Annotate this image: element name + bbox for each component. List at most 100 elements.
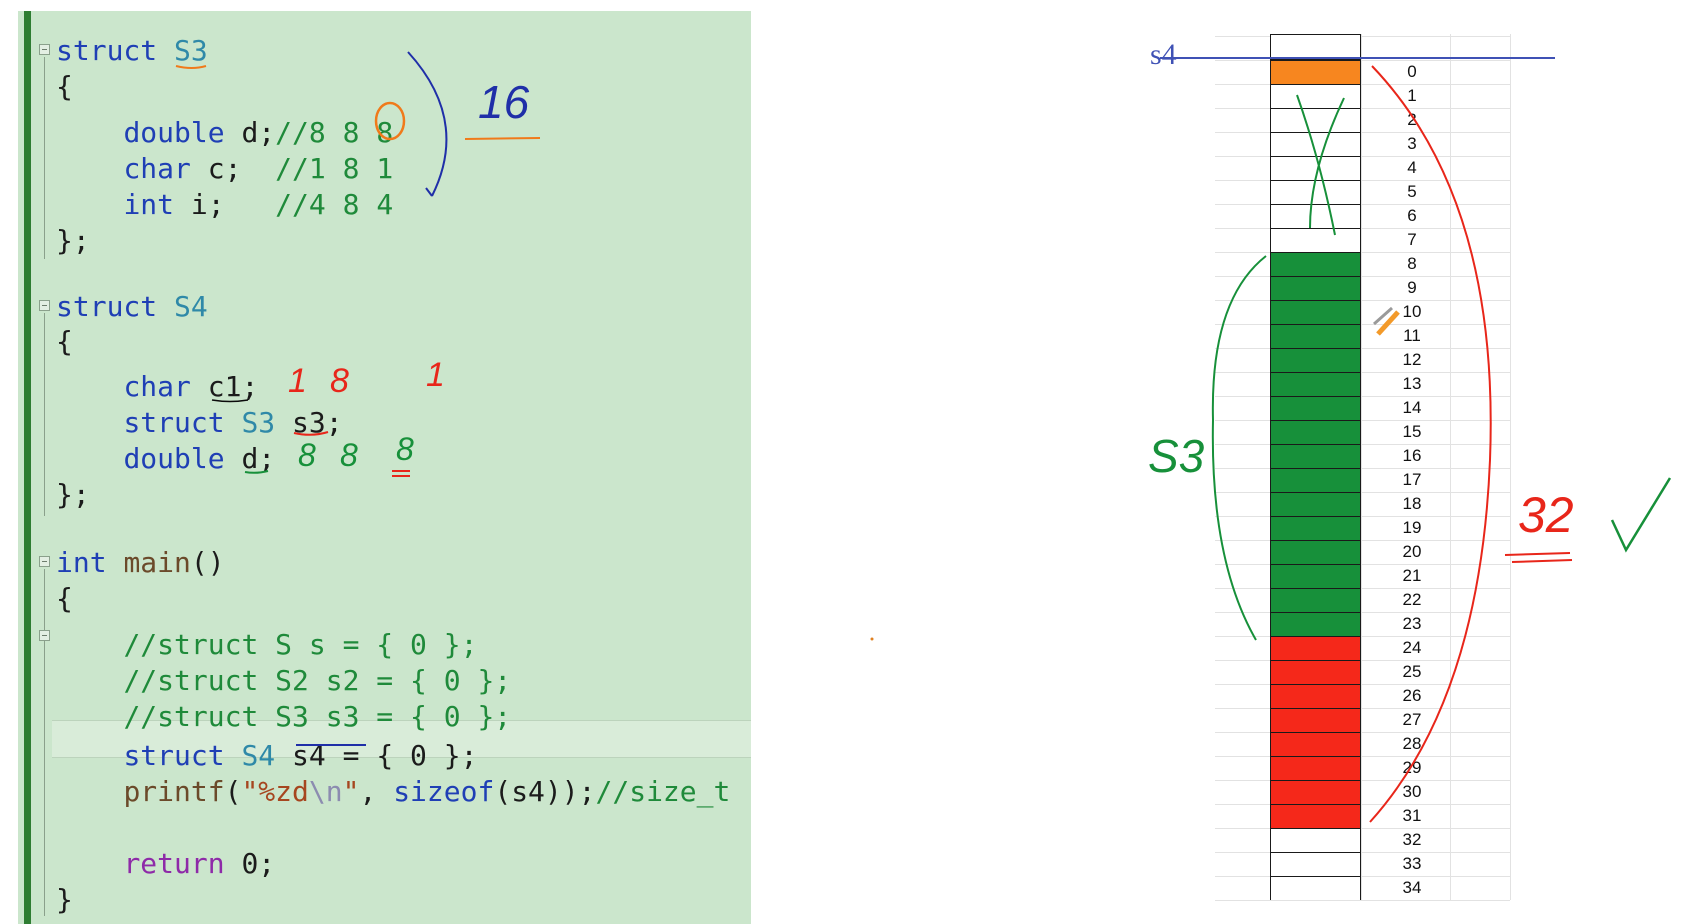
byte-offset-label: 16 [1402, 446, 1422, 465]
byte-offset-label: 30 [1402, 782, 1422, 801]
memory-byte-cell [1270, 276, 1361, 301]
code-line[interactable]: printf("%zd\n", sizeof(s4));//size_t [56, 774, 730, 810]
code-token: c; [207, 152, 276, 185]
byte-offset-label: 24 [1402, 638, 1422, 657]
byte-offset-label: 29 [1402, 758, 1422, 777]
grid-row-line [1215, 732, 1510, 733]
memory-byte-cell [1270, 420, 1361, 445]
grid-row-line [1215, 300, 1510, 301]
code-line[interactable]: //struct S s = { 0 }; [56, 627, 477, 663]
grid-column-line [1361, 34, 1362, 900]
code-token: main [123, 546, 191, 579]
code-line[interactable]: struct S3 s3; [56, 405, 342, 441]
grid-row-line [1215, 900, 1510, 901]
code-token: return [123, 847, 242, 880]
byte-offset-label: 23 [1402, 614, 1422, 633]
code-line[interactable]: //struct S3 s3 = { 0 }; [56, 699, 511, 735]
code-token: //struct S s = { 0 }; [123, 628, 478, 661]
byte-offset-label: 0 [1407, 62, 1417, 81]
code-token: d; [241, 442, 276, 475]
byte-offset-label: 28 [1402, 734, 1422, 753]
byte-offset-label: 34 [1402, 878, 1422, 897]
code-line[interactable]: struct S3 [56, 33, 208, 69]
code-line[interactable]: }; [56, 477, 90, 513]
memory-byte-cell [1270, 108, 1361, 133]
code-line[interactable]: { [56, 324, 73, 360]
byte-offset-label: 32 [1402, 830, 1422, 849]
memory-byte-cell [1270, 876, 1361, 888]
memory-byte-cell [1270, 396, 1361, 421]
fold-toggle-struct-s3[interactable] [39, 44, 50, 55]
grid-row-line [1215, 588, 1510, 589]
code-token: S3 [174, 34, 208, 67]
grid-row-line [1215, 204, 1510, 205]
code-token: //1 8 1 [275, 152, 394, 185]
grid-column-line [1510, 34, 1511, 900]
grid-row-line [1215, 852, 1510, 853]
code-token: \n [308, 775, 343, 808]
code-token: }; [56, 478, 90, 511]
code-line[interactable]: }; [56, 223, 90, 259]
grid-row-line [1215, 780, 1510, 781]
code-line[interactable]: char c1; [56, 369, 258, 405]
grid-row-line [1215, 108, 1510, 109]
code-editor[interactable]: struct S3{ double d;//8 8 8 char c; //1 … [18, 11, 751, 924]
fold-toggle-struct-s4[interactable] [39, 300, 50, 311]
memory-byte-cell [1270, 132, 1361, 157]
grid-row-line [1215, 468, 1510, 469]
code-line[interactable]: } [56, 882, 73, 918]
code-token: double [123, 116, 242, 149]
code-line[interactable]: struct S4 [56, 289, 208, 325]
grid-row-line [1215, 708, 1510, 709]
memory-byte-cell [1270, 756, 1361, 781]
byte-offset-label: 18 [1402, 494, 1422, 513]
memory-byte-cell [1270, 468, 1361, 493]
code-token: { [56, 325, 73, 358]
fold-toggle-comment-block[interactable] [39, 630, 50, 641]
byte-offset-label: 14 [1402, 398, 1422, 417]
code-token: 0; [241, 847, 276, 880]
code-line[interactable]: char c; //1 8 1 [56, 151, 393, 187]
cell-border [1360, 880, 1361, 900]
memory-byte-cell [1270, 852, 1361, 877]
code-line[interactable]: //struct S2 s2 = { 0 }; [56, 663, 511, 699]
memory-byte-cell [1270, 252, 1361, 277]
code-line[interactable]: { [56, 69, 73, 105]
grid-column-line [1450, 34, 1451, 900]
code-line[interactable]: int main() [56, 545, 225, 581]
code-line[interactable]: return 0; [56, 846, 275, 882]
code-token: )); [544, 775, 596, 808]
editor-change-bar [24, 11, 31, 924]
memory-byte-cell [1270, 540, 1361, 565]
grid-row-line [1215, 444, 1510, 445]
code-token: c1; [207, 370, 259, 403]
fold-guide [44, 313, 45, 516]
grid-row-line [1215, 804, 1510, 805]
memory-byte-cell [1270, 708, 1361, 733]
grid-row-line [1215, 36, 1510, 37]
byte-offset-label: 2 [1407, 110, 1417, 129]
byte-offset-label: 4 [1407, 158, 1417, 177]
grid-row-line [1215, 324, 1510, 325]
byte-offset-label: 3 [1407, 134, 1417, 153]
code-token: "%zd [241, 775, 309, 808]
code-line[interactable]: int i; //4 8 4 [56, 187, 393, 223]
fold-guide [44, 57, 45, 259]
code-token: } [56, 883, 73, 916]
byte-offset-label: 9 [1407, 278, 1417, 297]
fold-toggle-main[interactable] [39, 556, 50, 567]
code-line[interactable]: { [56, 581, 73, 617]
grid-row-line [1215, 156, 1510, 157]
code-token: char [123, 152, 208, 185]
grid-row-line [1215, 132, 1510, 133]
memory-byte-cell [1270, 324, 1361, 349]
code-line[interactable]: double d; [56, 441, 275, 477]
byte-offset-label: 27 [1402, 710, 1422, 729]
byte-offset-label: 8 [1407, 254, 1417, 273]
grid-row-line [1215, 660, 1510, 661]
grid-row-line [1215, 228, 1510, 229]
grid-row-line [1215, 636, 1510, 637]
code-token: () [190, 546, 225, 579]
grid-row-line [1215, 828, 1510, 829]
code-token: int [56, 546, 124, 579]
